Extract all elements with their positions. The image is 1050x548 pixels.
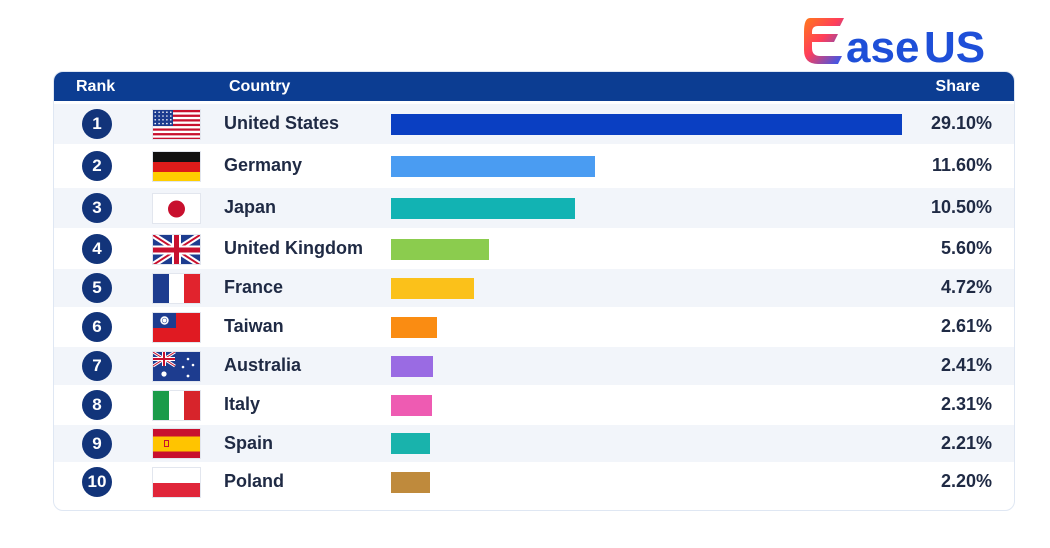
country-label: Japan	[224, 197, 277, 217]
country-label: Taiwan	[224, 316, 284, 336]
table-row: 9 Spain 2.21%	[54, 425, 1014, 462]
table-row: 1 United States 29.10%	[54, 104, 1014, 144]
flag-jp-icon	[153, 193, 200, 223]
country-label: Australia	[224, 355, 302, 375]
header-share: Share	[935, 78, 980, 95]
table-row: 7 Australia 2.41%	[54, 347, 1014, 385]
share-value: 11.60%	[931, 155, 992, 175]
rank-badge: 9	[82, 428, 112, 459]
table-row: 8 Italy 2.31%	[54, 386, 1014, 424]
share-value: 2.61%	[940, 316, 992, 336]
rank-badge: 8	[82, 390, 112, 420]
country-label: United Kingdom	[224, 238, 363, 258]
rank-badge: 1	[82, 109, 112, 139]
flag-pl-icon	[153, 467, 200, 497]
country-label: Germany	[224, 155, 303, 175]
easeus-e-logo-icon: ase US	[804, 18, 985, 72]
share-bar	[391, 316, 437, 338]
share-bar	[391, 355, 433, 377]
rank-badge: 10	[82, 467, 112, 497]
table-row: 5 France 4.72%	[54, 269, 1014, 307]
table-row: 4 United Kingdom 5.60%	[54, 230, 1014, 268]
logo-text-us: US	[924, 23, 985, 70]
rank-badge: 2	[82, 151, 112, 181]
table-row: 2 Germany 11.60%	[54, 146, 1014, 186]
flag-it-icon	[153, 390, 200, 420]
share-value: 29.10%	[930, 113, 992, 133]
share-bar	[391, 113, 902, 135]
country-label: France	[224, 277, 284, 297]
country-label: Italy	[224, 394, 261, 414]
share-value: 2.21%	[940, 432, 992, 453]
flag-fr-icon	[153, 273, 200, 303]
country-label: United States	[224, 113, 340, 133]
flag-au-icon	[153, 351, 200, 381]
share-value: 2.20%	[940, 471, 992, 491]
share-bar	[391, 155, 595, 177]
share-bar	[391, 238, 489, 260]
logo-text-ase: ase	[846, 23, 919, 70]
share-value: 10.50%	[930, 197, 992, 217]
rank-badge: 4	[82, 234, 112, 264]
share-value: 4.72%	[940, 277, 992, 297]
table-row: 6 Taiwan 2.61%	[54, 308, 1014, 346]
share-value: 5.60%	[940, 238, 992, 258]
share-value: 2.31%	[940, 394, 992, 414]
country-label: Poland	[224, 471, 285, 491]
flag-es-icon	[153, 429, 200, 458]
table-row: 3 Japan 10.50%	[54, 188, 1014, 228]
rank-badge: 7	[82, 351, 112, 381]
share-bar	[391, 394, 432, 416]
table-header: Rank Country Share	[54, 72, 1014, 101]
share-bar	[391, 277, 474, 299]
rank-badge: 3	[82, 193, 112, 223]
rank-badge: 6	[82, 312, 112, 342]
flag-de-icon	[153, 151, 200, 181]
table-row: 10 Poland 2.20%	[54, 463, 1014, 501]
flag-us-icon	[153, 109, 200, 139]
easeus-logo: ase US	[800, 12, 1000, 72]
country-label: Spain	[224, 432, 274, 453]
flag-tw-icon	[153, 312, 200, 342]
country-share-table: Rank Country Share 1 United States 29.10% 2…	[53, 71, 1015, 511]
share-value: 2.41%	[940, 355, 992, 375]
share-bar	[391, 433, 430, 454]
rank-badge: 5	[82, 273, 112, 303]
share-bar	[391, 471, 430, 493]
flag-gb-icon	[153, 234, 200, 264]
share-bar	[391, 197, 575, 219]
header-rank: Rank	[76, 78, 116, 95]
header-country: Country	[229, 78, 291, 95]
